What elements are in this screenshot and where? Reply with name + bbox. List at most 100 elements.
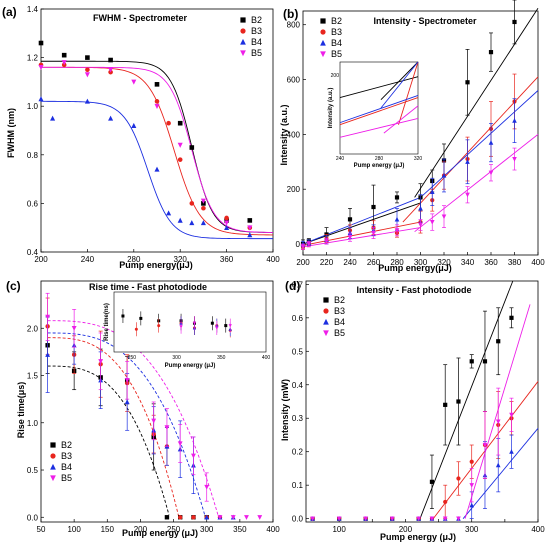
panel-d-point-b5 bbox=[456, 516, 461, 522]
panel-d-point-b3 bbox=[456, 476, 461, 481]
panel-a-point-b4 bbox=[189, 220, 195, 226]
panel-a-legend-label-b3: B3 bbox=[251, 26, 262, 36]
panel-d-ytick-label: 0.6 bbox=[292, 314, 304, 323]
panel-a-legend-marker-b3 bbox=[240, 28, 246, 34]
panel-b-point-b4 bbox=[394, 216, 400, 222]
panel-a-point-b5 bbox=[131, 79, 137, 85]
panel-b-xlabel: Pump energy(μJ) bbox=[378, 263, 452, 273]
panel-b-point-b4 bbox=[418, 205, 423, 211]
panel-d-point-b2 bbox=[509, 315, 514, 320]
panel-b-inset-line-b5 bbox=[339, 118, 419, 138]
panel-b-point-b5 bbox=[300, 244, 306, 250]
panel-b-point-b2 bbox=[512, 19, 517, 25]
panel-c-point-b5 bbox=[244, 515, 249, 520]
panel-c-point-b5 bbox=[98, 359, 104, 364]
panel-d-ytick-label: 0.5 bbox=[292, 347, 304, 356]
panel-a-frame bbox=[40, 8, 274, 253]
panel-a-point-b5 bbox=[38, 65, 44, 71]
panel-d-ytick-label: 0.2 bbox=[292, 448, 304, 457]
panel-c-inset-point-b2 bbox=[210, 321, 214, 325]
panel-b-fit-line-b2 bbox=[302, 202, 421, 245]
panel-d-point-b3 bbox=[469, 459, 474, 464]
panel-b-fit-line-b4 bbox=[420, 90, 539, 198]
panel-c-inset-point-b2 bbox=[139, 316, 143, 320]
panel-d-legend-label-b5: B5 bbox=[334, 328, 345, 338]
panel-d-legend-label-b3: B3 bbox=[334, 306, 345, 316]
panel-a-point-b5 bbox=[177, 142, 183, 148]
panel-b-inset-line-b2 bbox=[339, 76, 419, 98]
panel-a-point-b5 bbox=[61, 60, 67, 66]
panel-a-ytick-label: 0.8 bbox=[27, 151, 39, 160]
panel-c-fit-curve-b4 bbox=[47, 332, 206, 516]
panel-b-ylabel: Intensity (a.u.) bbox=[279, 104, 289, 165]
panel-b-inset-frame bbox=[339, 61, 419, 155]
panel-a-legend-label-b5: B5 bbox=[251, 48, 262, 58]
panel-c-xlabel: Pump energy (μJ) bbox=[122, 528, 198, 538]
panel-b-fit-line-b3 bbox=[302, 221, 421, 246]
panel-a-legend-label-b4: B4 bbox=[251, 37, 262, 47]
panel-d-label: (d) bbox=[285, 279, 300, 293]
panel-c-inset-point-b5 bbox=[215, 326, 219, 330]
panel-a-point-b2 bbox=[247, 218, 253, 223]
panel-a-xtick-label: 360 bbox=[220, 255, 234, 264]
panel-d-point-b4 bbox=[469, 502, 475, 508]
panel-d-xtick-label: 400 bbox=[531, 525, 545, 534]
panel-b-xtick-label: 340 bbox=[461, 258, 475, 267]
panel-c-inset-xtick-label: 250 bbox=[128, 355, 137, 361]
panel-d-point-b5 bbox=[310, 516, 315, 522]
panel-b-inset-xlabel: Pump energy (μJ) bbox=[354, 163, 405, 169]
panel-a-legend-marker-b2 bbox=[240, 17, 246, 23]
panel-d-point-b2 bbox=[443, 402, 448, 407]
panel-a-point-b4 bbox=[131, 122, 137, 128]
panel-d-point-b2 bbox=[496, 339, 501, 344]
panel-c-inset-point-b3 bbox=[134, 327, 138, 331]
panel-c-point-b5 bbox=[71, 326, 77, 331]
panel-d-point-b5 bbox=[509, 412, 514, 418]
panel-d-point-b2 bbox=[429, 479, 435, 484]
panel-c-point-b5 bbox=[204, 484, 210, 490]
panel-a-point-b3 bbox=[201, 205, 206, 211]
panel-b-legend-label-b5: B5 bbox=[331, 49, 342, 59]
panel-c-point-b5 bbox=[164, 425, 170, 431]
panel-c-point-b4 bbox=[124, 399, 130, 405]
panel-a-point-b4 bbox=[38, 96, 44, 102]
panel-b-point-b4 bbox=[488, 140, 494, 145]
panel-c-point-b4 bbox=[204, 514, 210, 520]
panel-a-ytick-label: 0.4 bbox=[27, 248, 39, 257]
panel-d-xlabel: Pump energy (μJ) bbox=[380, 532, 456, 542]
panel-c-point-b5 bbox=[124, 378, 130, 383]
panel-c-xtick-label: 50 bbox=[37, 525, 46, 534]
panel-b-point-b5 bbox=[306, 241, 312, 247]
panel-c-point-b5 bbox=[151, 418, 157, 424]
panel-d-point-b5 bbox=[336, 516, 342, 522]
panel-c-inset-point-b5 bbox=[228, 324, 232, 328]
panel-a-point-b2 bbox=[224, 218, 229, 223]
panel-b-fit-line-b2 bbox=[414, 8, 539, 198]
panel-b-plot: 200 220 240 260 280 300 320 340 360 380 400 0 200 400… bbox=[287, 0, 545, 267]
panel-d: (d) Intensity - Fast photodiode Pump ene… bbox=[280, 279, 545, 542]
panel-c-plot: 50 100 150 200 250 300 350 400 0.0 0.5 1.0 1.5 2.0 B2… bbox=[27, 280, 280, 534]
panel-b-point-b2 bbox=[394, 195, 400, 200]
panel-a-point-b2 bbox=[38, 40, 44, 46]
panel-a-point-b4 bbox=[84, 98, 90, 104]
panel-c-inset-point-b2 bbox=[121, 314, 125, 318]
panel-c-inset-point-b5 bbox=[179, 325, 183, 329]
panel-a-fit-curve-b2 bbox=[40, 60, 274, 233]
panel-a-fit-curve-b5 bbox=[40, 66, 274, 233]
panel-b-xtick-label: 220 bbox=[320, 258, 334, 267]
panel-d-point-b4 bbox=[495, 462, 501, 468]
panel-a-point-b3 bbox=[189, 201, 195, 206]
panel-a-ytick-label: 0.6 bbox=[27, 199, 39, 208]
panel-d-point-b5 bbox=[495, 419, 501, 425]
panel-c-point-b5 bbox=[217, 515, 223, 520]
panel-a-point-b2 bbox=[61, 52, 67, 58]
panel-a-label: (a) bbox=[2, 5, 17, 19]
panel-b-inset-line-b3 bbox=[339, 97, 419, 126]
panel-c-legend-marker-b5 bbox=[50, 475, 56, 482]
panel-a-point-b4 bbox=[166, 210, 172, 216]
panel-b-xtick-label: 380 bbox=[508, 258, 522, 267]
panel-a-ylabel: FWHM (nm) bbox=[6, 108, 16, 158]
panel-a-xlabel: Pump energy(μJ) bbox=[119, 260, 193, 270]
panel-a-legend-marker-b4 bbox=[240, 38, 246, 45]
